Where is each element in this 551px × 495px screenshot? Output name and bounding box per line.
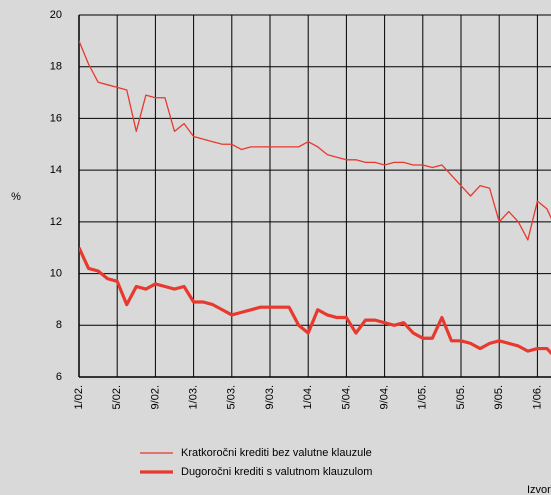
legend-label: Dugoročni krediti s valutnom klauzulom (181, 466, 372, 478)
y-tick-label: 20 (50, 9, 62, 21)
x-tick-label: 9/03. (264, 385, 276, 409)
y-tick-label: 12 (50, 216, 62, 228)
source: Izvor (527, 484, 551, 495)
y-tick-label: 16 (50, 112, 62, 124)
x-tick-label: 9/04. (379, 385, 391, 409)
x-tick-label: 9/05. (493, 385, 505, 409)
series-line (79, 40, 551, 241)
x-tick-label: 1/05. (417, 385, 429, 409)
y-tick-label: 10 (50, 267, 62, 279)
series-line (79, 247, 551, 356)
x-tick-label: 1/06. (531, 385, 543, 409)
legend-label: Kratkoročni krediti bez valutne klauzule (181, 447, 372, 459)
y-tick-label: 14 (50, 164, 62, 176)
x-tick-label: 5/02. (111, 385, 123, 409)
y-tick-label: 6 (56, 371, 62, 383)
x-tick-label: 1/03. (188, 385, 200, 409)
x-tick-label: 5/03. (226, 385, 238, 409)
y-tick-label: 18 (50, 61, 62, 73)
x-tick-label: 1/04. (302, 385, 314, 409)
y-tick-label: 8 (56, 319, 62, 331)
y-axis-label: % (11, 191, 21, 203)
x-tick-label: 5/05. (455, 385, 467, 409)
x-tick-label: 9/02. (149, 385, 161, 409)
x-tick-label: 1/02. (73, 385, 85, 409)
x-tick-label: 5/04. (340, 385, 352, 409)
